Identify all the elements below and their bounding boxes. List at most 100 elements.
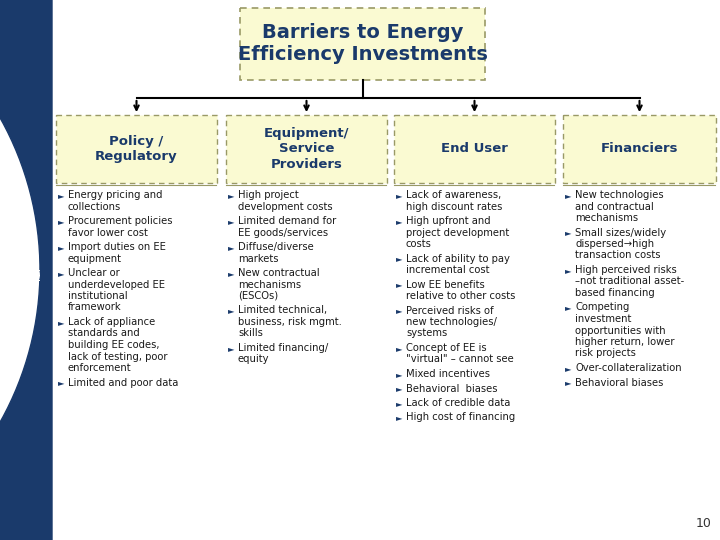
- Text: ►: ►: [396, 414, 402, 422]
- Text: incremental cost: incremental cost: [406, 265, 490, 275]
- Text: costs: costs: [406, 239, 432, 249]
- Text: new technologies/: new technologies/: [406, 317, 497, 327]
- Text: ►: ►: [228, 269, 235, 278]
- Text: ►: ►: [396, 399, 402, 408]
- Text: Competing: Competing: [575, 302, 629, 313]
- Text: institutional: institutional: [68, 291, 127, 301]
- Text: favor lower cost: favor lower cost: [68, 227, 148, 238]
- Text: ►: ►: [396, 191, 402, 200]
- Text: equity: equity: [238, 354, 269, 364]
- Text: ►: ►: [396, 280, 402, 289]
- Text: investment: investment: [575, 314, 631, 324]
- Text: High upfront and: High upfront and: [406, 216, 490, 226]
- Text: relative to other costs: relative to other costs: [406, 291, 516, 301]
- Text: project development: project development: [406, 227, 509, 238]
- Text: markets: markets: [238, 253, 279, 264]
- Text: ►: ►: [58, 379, 65, 388]
- FancyBboxPatch shape: [394, 115, 555, 183]
- Text: Small sizes/widely: Small sizes/widely: [575, 227, 666, 238]
- Text: ►: ►: [228, 243, 235, 252]
- Text: ►: ►: [396, 370, 402, 379]
- Polygon shape: [0, 0, 52, 540]
- Text: skills: skills: [238, 328, 263, 339]
- Text: ►: ►: [396, 254, 402, 264]
- Text: –not traditional asset-: –not traditional asset-: [575, 276, 684, 287]
- Text: ►: ►: [228, 307, 235, 315]
- Text: 10: 10: [696, 517, 712, 530]
- Text: ►: ►: [565, 228, 572, 238]
- Text: underdeveloped EE: underdeveloped EE: [68, 280, 165, 289]
- Text: standards and: standards and: [68, 328, 140, 339]
- Text: New technologies: New technologies: [575, 190, 664, 200]
- Text: Lack of appliance: Lack of appliance: [68, 317, 156, 327]
- Text: Concept of EE is: Concept of EE is: [406, 343, 487, 353]
- Text: Unclear or: Unclear or: [68, 268, 120, 278]
- Text: ►: ►: [58, 243, 65, 252]
- Text: based financing: based financing: [575, 288, 654, 298]
- FancyBboxPatch shape: [240, 8, 485, 80]
- Text: Lack of awareness,: Lack of awareness,: [406, 190, 501, 200]
- Text: ►: ►: [565, 266, 572, 275]
- Text: equipment: equipment: [68, 253, 122, 264]
- Text: EE goods/services: EE goods/services: [238, 227, 328, 238]
- Text: lack of testing, poor: lack of testing, poor: [68, 352, 168, 361]
- Text: framework: framework: [68, 302, 122, 313]
- Text: ►: ►: [228, 344, 235, 353]
- Text: Limited financing/: Limited financing/: [238, 343, 328, 353]
- Text: ►: ►: [58, 191, 65, 200]
- Text: mechanisms: mechanisms: [238, 280, 301, 289]
- Text: enforcement: enforcement: [68, 363, 132, 373]
- Text: ►: ►: [565, 379, 572, 388]
- Text: High perceived risks: High perceived risks: [575, 265, 677, 275]
- Text: Equipment/
Service
Providers: Equipment/ Service Providers: [264, 127, 349, 171]
- Text: Lack of ability to pay: Lack of ability to pay: [406, 253, 510, 264]
- Text: (ESCOs): (ESCOs): [238, 291, 278, 301]
- Text: Lack of credible data: Lack of credible data: [406, 398, 510, 408]
- Text: Financiers: Financiers: [600, 143, 678, 156]
- Text: New contractual: New contractual: [238, 268, 320, 278]
- Text: ►: ►: [58, 217, 65, 226]
- Text: Limited and poor data: Limited and poor data: [68, 377, 179, 388]
- FancyBboxPatch shape: [56, 115, 217, 183]
- Text: Low EE benefits: Low EE benefits: [406, 280, 485, 289]
- Text: Policy /
Regulatory: Policy / Regulatory: [95, 135, 178, 163]
- Text: Over-collateralization: Over-collateralization: [575, 363, 682, 373]
- Text: ►: ►: [565, 364, 572, 373]
- FancyBboxPatch shape: [226, 115, 387, 183]
- Text: Behavioral  biases: Behavioral biases: [406, 383, 498, 394]
- Text: building EE codes,: building EE codes,: [68, 340, 160, 350]
- Text: ►: ►: [396, 384, 402, 394]
- Text: Behavioral biases: Behavioral biases: [575, 377, 663, 388]
- Text: risk projects: risk projects: [575, 348, 636, 359]
- Text: dispersed→high: dispersed→high: [575, 239, 654, 249]
- Text: End User: End User: [441, 143, 508, 156]
- Text: Mixed incentives: Mixed incentives: [406, 369, 490, 379]
- Text: Limited demand for: Limited demand for: [238, 216, 336, 226]
- Text: high discount rates: high discount rates: [406, 201, 503, 212]
- Text: collections: collections: [68, 201, 121, 212]
- Text: transaction costs: transaction costs: [575, 251, 660, 260]
- Text: opportunities with: opportunities with: [575, 326, 665, 335]
- Text: Perceived risks of: Perceived risks of: [406, 306, 494, 315]
- Text: Diffuse/diverse: Diffuse/diverse: [238, 242, 314, 252]
- Text: ►: ►: [565, 191, 572, 200]
- Text: systems: systems: [406, 328, 447, 339]
- Text: mechanisms: mechanisms: [575, 213, 638, 223]
- Text: business, risk mgmt.: business, risk mgmt.: [238, 317, 342, 327]
- Text: ►: ►: [396, 217, 402, 226]
- Text: and contractual: and contractual: [575, 201, 654, 212]
- Text: Import duties on EE: Import duties on EE: [68, 242, 166, 252]
- Text: "virtual" – cannot see: "virtual" – cannot see: [406, 354, 514, 364]
- Text: higher return, lower: higher return, lower: [575, 337, 675, 347]
- Text: High project: High project: [238, 190, 299, 200]
- FancyBboxPatch shape: [563, 115, 716, 183]
- Text: Barriers to Energy
Efficiency Investments: Barriers to Energy Efficiency Investment…: [238, 24, 487, 64]
- Text: Limited technical,: Limited technical,: [238, 306, 327, 315]
- Text: ►: ►: [396, 344, 402, 353]
- Text: ►: ►: [58, 269, 65, 278]
- Text: Procurement policies: Procurement policies: [68, 216, 173, 226]
- Text: ►: ►: [228, 191, 235, 200]
- Text: Energy pricing and: Energy pricing and: [68, 190, 163, 200]
- Text: ►: ►: [396, 307, 402, 315]
- Text: ►: ►: [565, 303, 572, 313]
